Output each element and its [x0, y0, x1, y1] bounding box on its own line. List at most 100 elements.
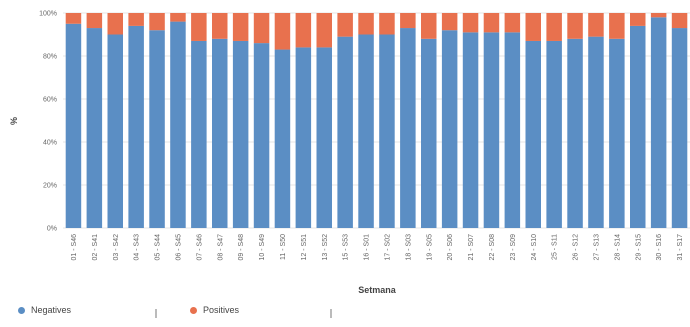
bar-negatives[interactable]	[295, 47, 312, 229]
bar-positives[interactable]	[107, 13, 124, 35]
bar-negatives[interactable]	[567, 38, 583, 228]
bar-positives[interactable]	[379, 13, 395, 35]
bar-positives[interactable]	[588, 13, 604, 37]
x-tick-label: 26 - S12	[573, 234, 580, 261]
bar-positives[interactable]	[86, 13, 103, 29]
bar-negatives[interactable]	[274, 49, 291, 228]
bar-positives[interactable]	[567, 13, 583, 39]
stacked-bar-chart: 0% 20% 40% 60% 80% 100% 01 - S46 02 - S41 03 - …	[9, 11, 690, 295]
bar-positives[interactable]	[400, 13, 416, 29]
bar-positives[interactable]	[630, 13, 646, 26]
bar-positives[interactable]	[546, 13, 562, 41]
bar-negatives[interactable]	[212, 38, 228, 228]
x-tick-label: 23 - S09	[510, 234, 517, 261]
x-tick-label: 31 - S17	[677, 234, 684, 261]
bar-negatives[interactable]	[65, 23, 82, 228]
bar-positives[interactable]	[358, 13, 374, 35]
bar-positives[interactable]	[441, 13, 458, 31]
y-tick-label: 60%	[43, 97, 57, 104]
x-tick-label: 10 - S49	[259, 234, 266, 261]
bar-negatives[interactable]	[379, 34, 395, 229]
legend-item-negatives[interactable]: Negatives	[18, 305, 71, 315]
bar-negatives[interactable]	[504, 32, 521, 228]
bar-positives[interactable]	[295, 13, 312, 48]
bar-positives[interactable]	[337, 13, 353, 37]
bar-positives[interactable]	[525, 13, 542, 41]
bar-negatives[interactable]	[588, 36, 604, 229]
x-tick-label: 24 - S10	[531, 234, 538, 261]
bar-positives[interactable]	[504, 13, 521, 33]
x-tick-label: 25 - S11	[552, 234, 559, 260]
legend-dot-negatives	[18, 306, 25, 314]
bar-positives[interactable]	[671, 13, 688, 29]
y-tick-label: 20%	[43, 183, 57, 190]
x-tick-label: 15 - S53	[343, 234, 350, 261]
bar-negatives[interactable]	[128, 25, 144, 229]
x-tick-label: 29 - S15	[635, 234, 642, 261]
bar-negatives[interactable]	[232, 40, 249, 229]
bar-positives[interactable]	[232, 13, 249, 41]
legend-item-positives[interactable]: Positives	[190, 305, 239, 315]
bar-negatives[interactable]	[421, 38, 437, 228]
bar-negatives[interactable]	[483, 32, 500, 228]
y-tick-label: 0%	[47, 226, 57, 233]
bar-positives[interactable]	[65, 13, 82, 24]
bar-negatives[interactable]	[316, 47, 333, 229]
bar-negatives[interactable]	[650, 17, 667, 228]
bar-negatives[interactable]	[546, 40, 562, 229]
gridlines	[63, 12, 690, 229]
bar-negatives[interactable]	[170, 21, 186, 228]
bar-positives[interactable]	[421, 13, 437, 39]
bar-negatives[interactable]	[671, 28, 688, 228]
x-tick-label: 09 - S48	[238, 234, 245, 261]
y-tick-labels: 0% 20% 40% 60% 80% 100%	[39, 11, 57, 233]
x-tick-label: 13 - S52	[322, 234, 329, 261]
bar-negatives[interactable]	[86, 28, 103, 228]
legend-separator	[155, 309, 157, 318]
bar-positives[interactable]	[316, 13, 333, 48]
bar-negatives[interactable]	[525, 40, 542, 229]
bar-negatives[interactable]	[107, 34, 124, 229]
x-tick-label: 18 - S03	[405, 234, 412, 261]
x-tick-label: 02 - S41	[92, 234, 99, 261]
bar-positives[interactable]	[170, 13, 186, 22]
bar-negatives[interactable]	[191, 40, 207, 229]
y-axis-title: %	[9, 117, 19, 125]
x-tick-label: 01 - S46	[71, 234, 78, 261]
x-tick-label: 22 - S08	[489, 234, 496, 261]
bar-positives[interactable]	[128, 13, 144, 26]
bar-positives[interactable]	[274, 13, 291, 50]
x-tick-label: 08 - S47	[217, 234, 224, 261]
bar-positives[interactable]	[212, 13, 228, 39]
bar-negatives[interactable]	[337, 36, 353, 229]
x-tick-label: 30 - S16	[656, 234, 663, 261]
x-tick-label: 07 - S46	[196, 234, 203, 261]
x-axis-title: Setmana	[358, 285, 397, 295]
y-tick-label: 80%	[43, 54, 57, 61]
bar-positives[interactable]	[462, 13, 479, 33]
bar-positives[interactable]	[149, 13, 165, 31]
x-tick-label: 16 - S01	[364, 234, 371, 261]
bar-positives[interactable]	[191, 13, 207, 41]
x-tick-label: 03 - S42	[113, 234, 120, 261]
x-tick-label: 19 - S05	[426, 234, 433, 261]
bar-positives[interactable]	[483, 13, 500, 33]
x-tick-label: 21 - S07	[468, 234, 475, 261]
bar-negatives[interactable]	[441, 30, 458, 229]
x-tick-label: 27 - S13	[593, 234, 600, 261]
bar-negatives[interactable]	[609, 38, 625, 228]
legend: Negatives Positives	[0, 305, 690, 323]
x-tick-label: 04 - S43	[134, 234, 141, 261]
x-tick-label: 11 - S50	[280, 234, 287, 260]
bar-negatives[interactable]	[253, 43, 270, 228]
bar-negatives[interactable]	[400, 28, 416, 228]
bar-positives[interactable]	[650, 13, 667, 18]
bar-negatives[interactable]	[630, 25, 646, 229]
x-tick-label: 17 - S02	[384, 234, 391, 261]
bar-negatives[interactable]	[462, 32, 479, 228]
bar-positives[interactable]	[609, 13, 625, 39]
x-tick-label: 28 - S14	[614, 234, 621, 261]
bar-negatives[interactable]	[149, 30, 165, 229]
bar-positives[interactable]	[253, 13, 270, 44]
bar-negatives[interactable]	[358, 34, 374, 229]
